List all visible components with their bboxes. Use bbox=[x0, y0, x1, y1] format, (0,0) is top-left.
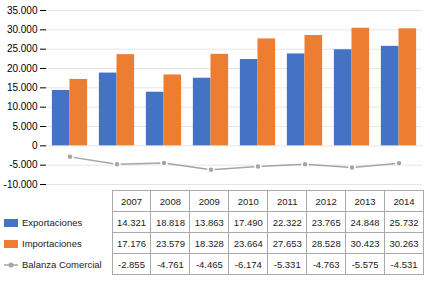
svg-text:20.000: 20.000 bbox=[7, 63, 38, 74]
html-text:2012: 2012 bbox=[315, 195, 337, 207]
html-text:2013: 2013 bbox=[354, 195, 376, 207]
html-text:2008: 2008 bbox=[159, 195, 181, 207]
html-text:-4.763: -4.763 bbox=[312, 258, 340, 270]
html-text:14.321: 14.321 bbox=[116, 216, 146, 228]
html-text:Importaciones: Importaciones bbox=[22, 237, 82, 249]
html-text:-6.174: -6.174 bbox=[234, 258, 262, 270]
html-text:-4.531: -4.531 bbox=[390, 258, 418, 270]
html-text:13.863: 13.863 bbox=[194, 216, 224, 228]
html-text:Balanza Comercial: Balanza Comercial bbox=[22, 258, 102, 270]
html-text:2011: 2011 bbox=[277, 195, 298, 207]
html-text:30.263: 30.263 bbox=[389, 237, 419, 249]
html-text:2010: 2010 bbox=[237, 195, 259, 207]
html-text:27.653: 27.653 bbox=[272, 237, 302, 249]
html-text:-4.761: -4.761 bbox=[156, 258, 184, 270]
html-text:18.328: 18.328 bbox=[194, 237, 224, 249]
html-text:30.423: 30.423 bbox=[350, 237, 380, 249]
svg-text:30.000: 30.000 bbox=[7, 24, 38, 35]
html-text:-5.575: -5.575 bbox=[351, 258, 379, 270]
html-text:17.176: 17.176 bbox=[116, 237, 146, 249]
html-text:-2.855: -2.855 bbox=[118, 258, 145, 270]
svg-text:0: 0 bbox=[32, 140, 38, 151]
html-text:2009: 2009 bbox=[198, 195, 220, 207]
html-text:Exportaciones: Exportaciones bbox=[22, 216, 83, 228]
html-text:17.490: 17.490 bbox=[233, 216, 263, 228]
svg-text:-10.000: -10.000 bbox=[4, 179, 38, 190]
html-text:2014: 2014 bbox=[393, 195, 415, 207]
html-text:18.818: 18.818 bbox=[155, 216, 185, 228]
svg-text:35.000: 35.000 bbox=[7, 5, 38, 16]
html-text:23.765: 23.765 bbox=[311, 216, 341, 228]
html-text:23.664: 23.664 bbox=[233, 237, 263, 249]
svg-text:5.000: 5.000 bbox=[12, 121, 37, 132]
html-text:-5.331: -5.331 bbox=[273, 258, 301, 270]
html-text:-4.465: -4.465 bbox=[195, 258, 223, 270]
html-text:25.732: 25.732 bbox=[389, 216, 419, 228]
svg-text:-5.000: -5.000 bbox=[9, 159, 38, 170]
html-text:22.322: 22.322 bbox=[272, 216, 302, 228]
svg-text:25.000: 25.000 bbox=[7, 43, 38, 54]
html-text:2007: 2007 bbox=[120, 195, 142, 207]
html-text:28.528: 28.528 bbox=[311, 237, 341, 249]
svg-text:10.000: 10.000 bbox=[7, 101, 38, 112]
html-text:23.579: 23.579 bbox=[155, 237, 185, 249]
svg-text:15.000: 15.000 bbox=[7, 82, 38, 93]
html-text:24.848: 24.848 bbox=[350, 216, 380, 228]
